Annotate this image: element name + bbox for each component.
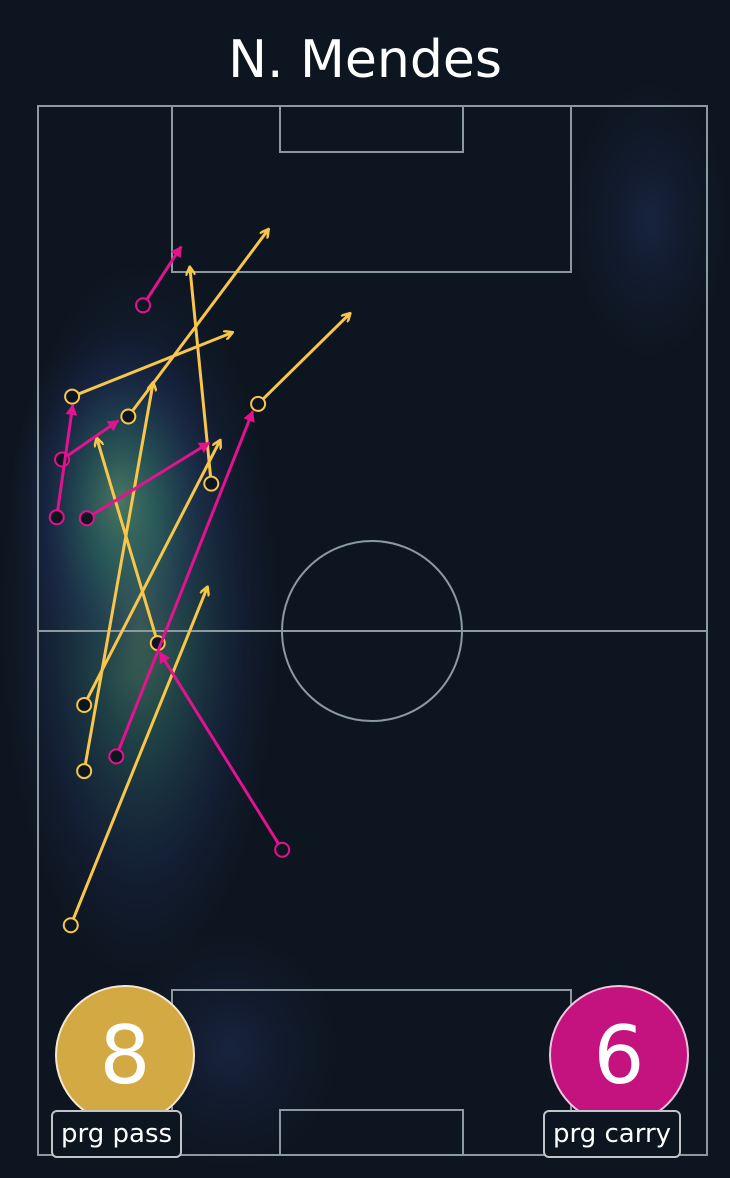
carry-arrow-2: [61, 419, 120, 461]
carry-start-point-3: [48, 509, 65, 526]
pass-arrow-6: [82, 383, 153, 772]
pass-start-point-2: [120, 408, 137, 425]
carry-arrow-1: [141, 245, 183, 307]
carry-arrow-6: [158, 651, 284, 851]
center-circle: [281, 540, 463, 722]
top-six-yard-box: [279, 105, 464, 153]
prg-pass-label: prg pass: [51, 1110, 183, 1158]
arrows-layer: [48, 230, 350, 934]
pass-start-point-4: [203, 475, 220, 492]
prg-carry-count-badge: 6: [549, 985, 689, 1125]
player-name-title: N. Mendes: [228, 30, 502, 90]
carry-start-point-5: [108, 748, 125, 765]
bottom-six-yard-box: [279, 1109, 464, 1156]
prg-carry-label: prg carry: [543, 1110, 682, 1158]
pass-start-point-8: [62, 917, 79, 934]
top-penalty-box: [171, 105, 572, 273]
pass-start-point-3: [250, 395, 267, 412]
pass-arrow-7: [97, 439, 160, 644]
carry-start-point-6: [274, 841, 291, 858]
carry-start-point-1: [135, 297, 152, 314]
pass-start-point-1: [64, 388, 81, 405]
pass-arrow-3: [257, 314, 350, 405]
pass-start-point-6: [76, 763, 93, 780]
carry-arrow-5: [114, 410, 255, 757]
carry-start-point-4: [78, 510, 95, 527]
carry-arrow-4: [86, 441, 211, 520]
carry-arrow-3: [55, 403, 78, 518]
pass-arrow-5: [82, 441, 220, 706]
pass-start-point-5: [76, 696, 93, 713]
pass-arrow-8: [69, 587, 207, 926]
heatmap: [0, 80, 730, 1170]
prg-pass-count-badge: 8: [55, 985, 195, 1125]
pass-arrow-1: [71, 333, 232, 398]
